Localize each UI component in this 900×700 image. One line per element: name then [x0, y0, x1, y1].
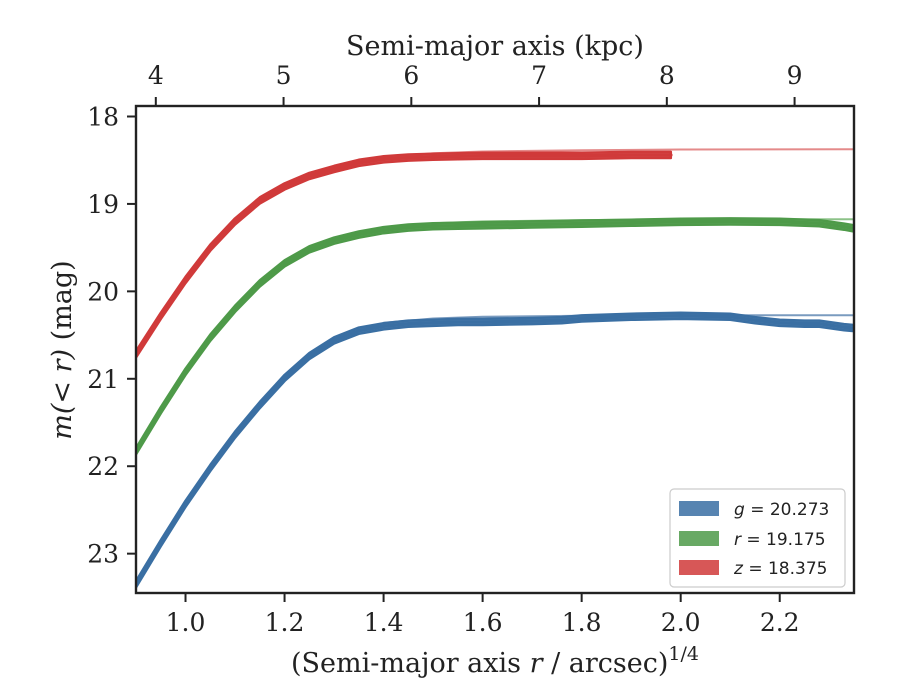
plot-frame — [134, 104, 856, 595]
top-tick-label: 5 — [276, 61, 292, 90]
y-axis-title: m(< r) (mag) — [47, 260, 78, 439]
legend-label-g: g = 20.273 — [734, 500, 829, 520]
x-tick-label: 1.6 — [463, 608, 503, 637]
y-tick-label: 22 — [87, 452, 119, 481]
top-tick-label: 8 — [659, 61, 675, 90]
top-tick-label: 6 — [403, 61, 419, 90]
top-tick-label: 9 — [787, 61, 803, 90]
legend-label-r: r = 19.175 — [734, 530, 826, 550]
y-tick-label: 20 — [87, 277, 119, 306]
band-g — [136, 311, 854, 589]
x-tick-label: 1.2 — [265, 608, 305, 637]
x-axis-ticks: 1.0 1.2 1.4 1.6 1.8 2.0 2.2 — [166, 593, 800, 637]
legend-swatch-g — [679, 501, 719, 516]
x-tick-label: 1.4 — [364, 608, 404, 637]
top-axis-title: Semi-major axis (kpc) — [346, 31, 644, 62]
y-tick-label: 19 — [87, 190, 119, 219]
legend-swatch-z — [679, 560, 719, 575]
legend: g = 20.273 r = 19.175 z = 18.375 — [669, 488, 846, 588]
series-layer — [136, 148, 854, 589]
curve-z — [136, 153, 673, 357]
y-tick-label: 21 — [87, 365, 119, 394]
y-tick-label: 23 — [87, 540, 119, 569]
band-z — [136, 150, 673, 359]
top-tick-label: 4 — [148, 61, 164, 90]
x-tick-label: 2.2 — [760, 608, 800, 637]
x-tick-label: 1.0 — [166, 608, 206, 637]
top-tick-label: 7 — [531, 61, 547, 90]
curve-g — [136, 314, 854, 587]
legend-label-z: z = 18.375 — [733, 559, 827, 579]
y-axis-ticks: 18 19 20 21 22 23 — [87, 102, 136, 569]
x-tick-label: 1.8 — [562, 608, 602, 637]
x-axis-title: (Semi-major axis r / arcsec)1/4 — [291, 643, 699, 679]
x-tick-label: 2.0 — [661, 608, 701, 637]
y-tick-label: 18 — [87, 102, 119, 131]
legend-swatch-r — [679, 531, 719, 546]
top-axis-ticks: 4 5 6 7 8 9 — [148, 61, 803, 106]
band-r — [136, 217, 854, 456]
curve-r — [136, 219, 854, 454]
